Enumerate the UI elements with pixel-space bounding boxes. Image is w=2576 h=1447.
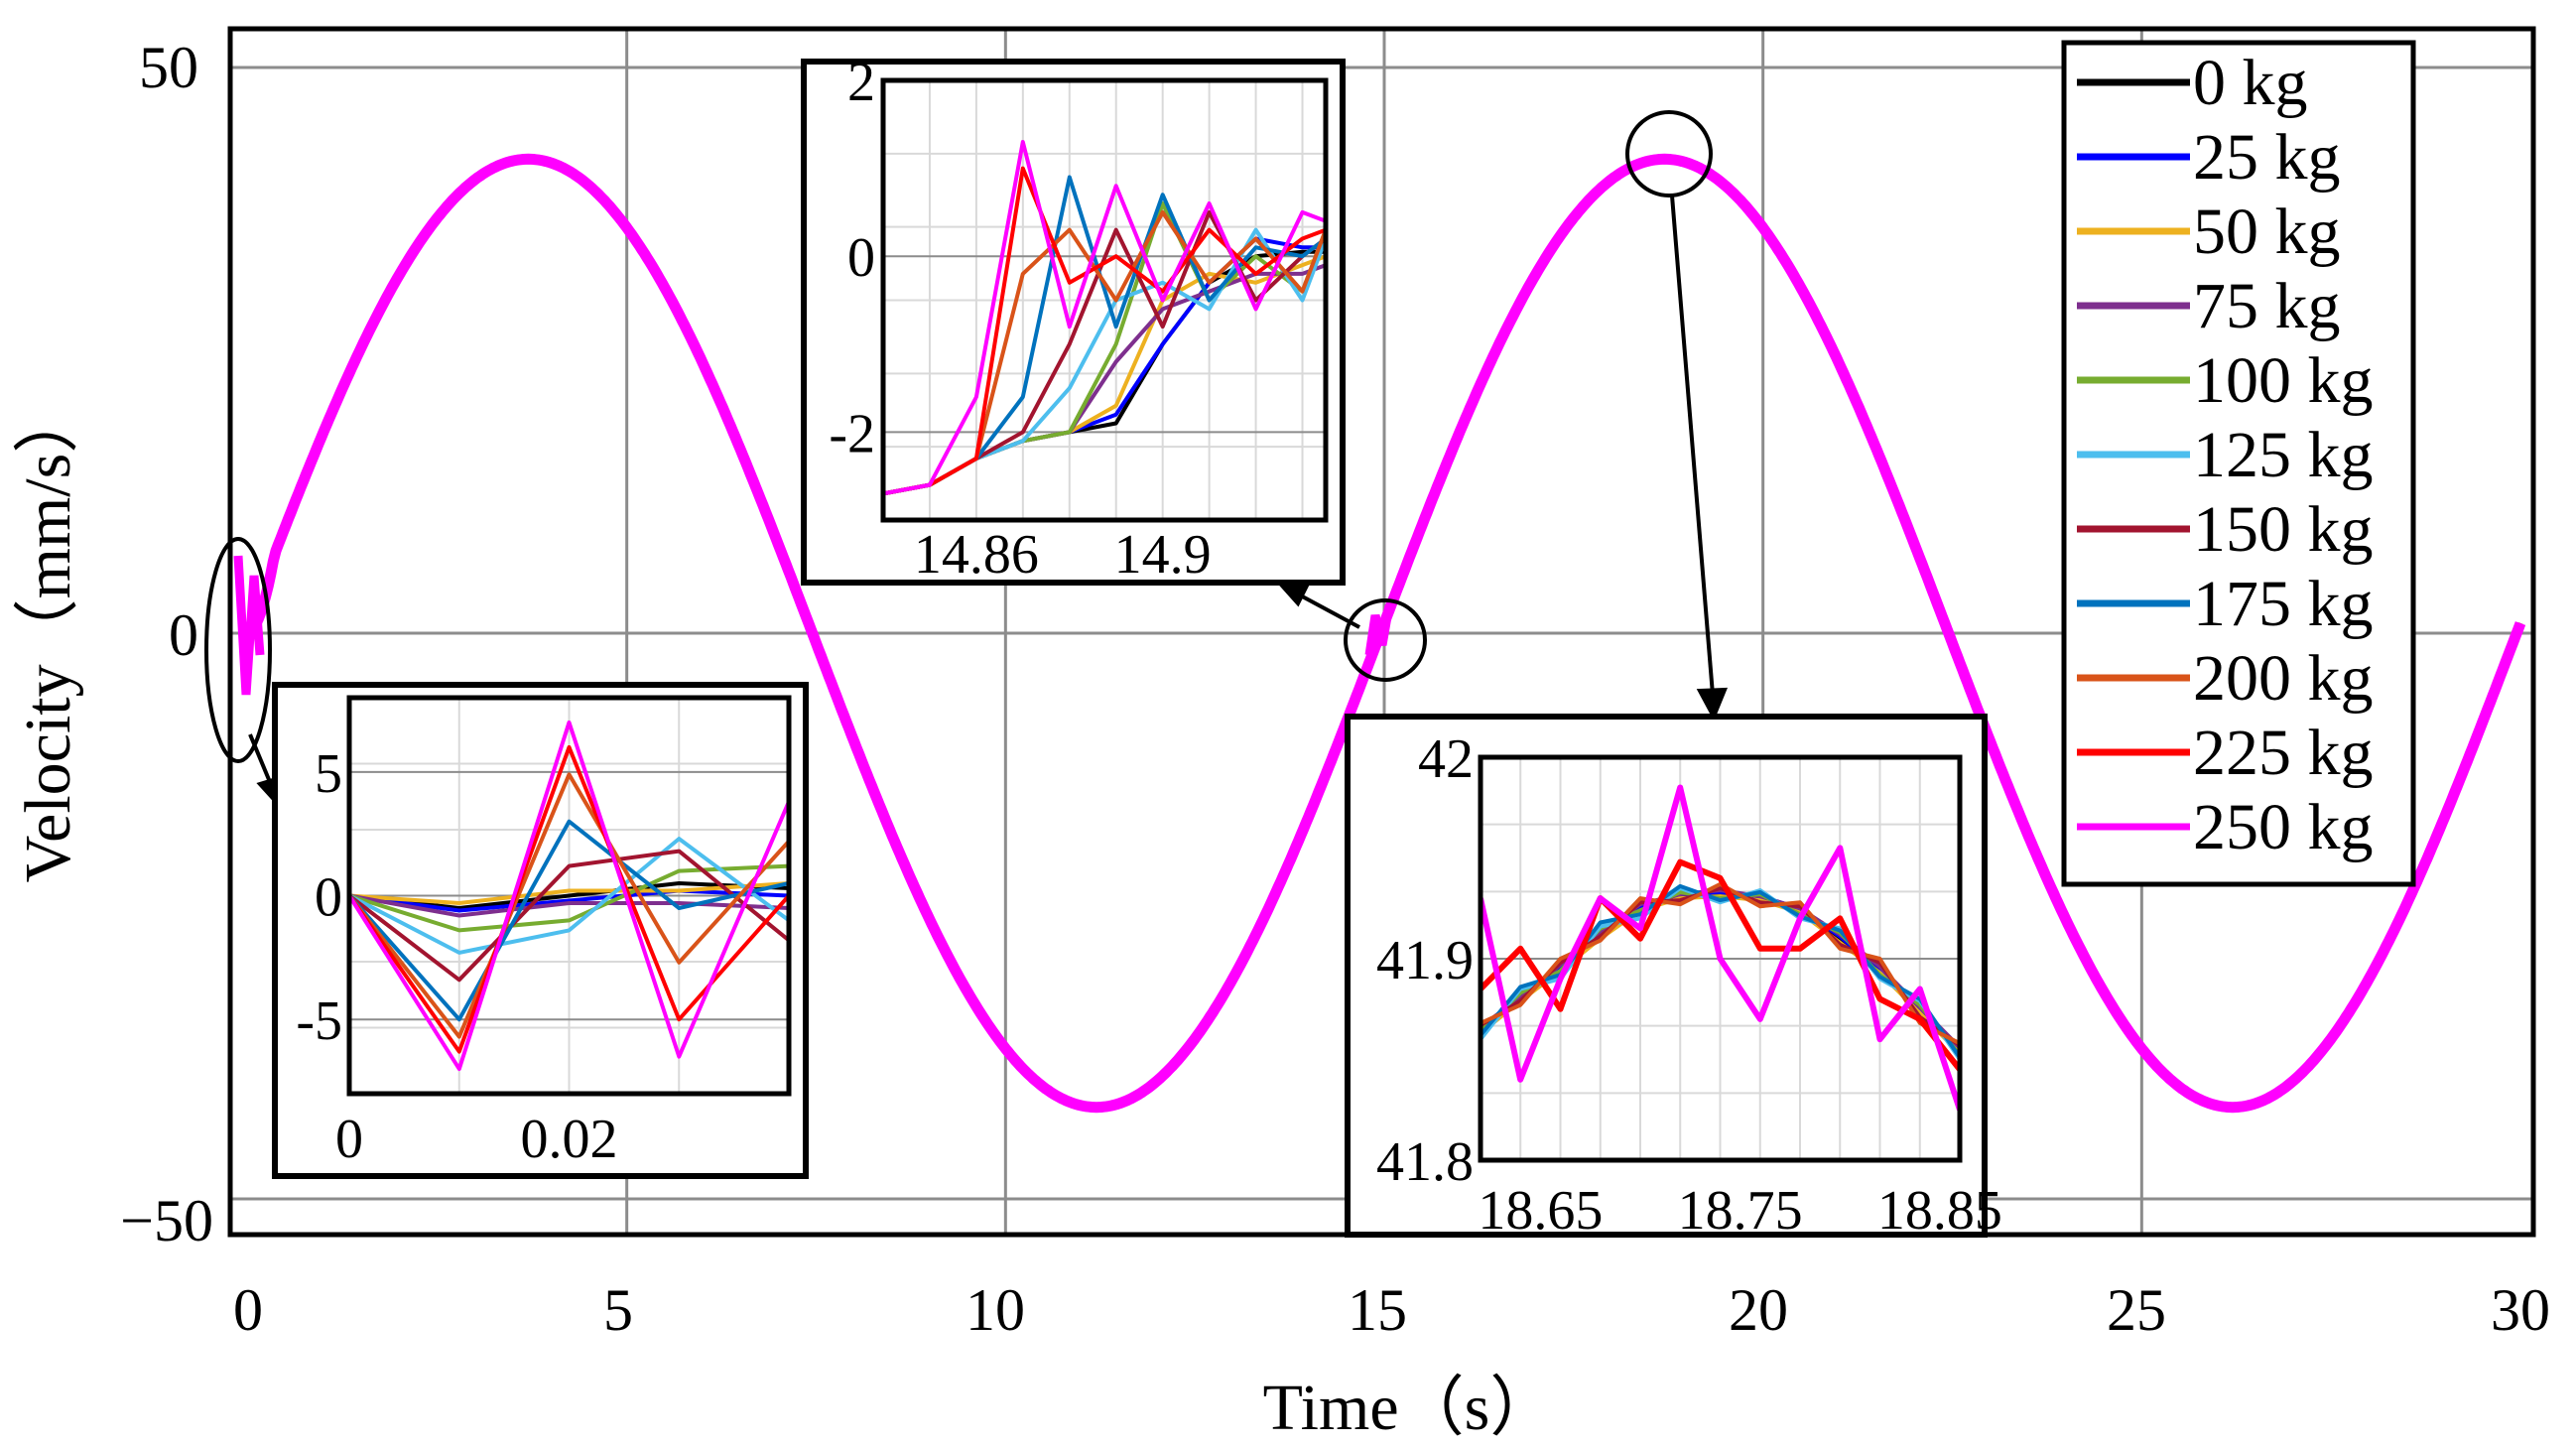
y-tick-label: 0 <box>169 602 198 668</box>
inset-x-tick-label: 14.86 <box>914 524 1039 586</box>
insets: 5 0 -5 0 0.02 2 0 -2 14.86 14.9 42 41.9 41.818.65 18.… <box>272 52 2002 1242</box>
inset-series-line <box>349 819 789 1022</box>
inset-series-line <box>349 881 789 905</box>
inset-series-line <box>349 744 789 1054</box>
callout-circle-zero-crossing <box>1344 598 1427 682</box>
inset-x-tick-label: 0 <box>335 1109 363 1170</box>
legend-entry: 50 kg <box>2193 196 2341 268</box>
inset-series-line <box>349 837 789 955</box>
inset-y-tick-label: 5 <box>315 743 342 805</box>
inset-y-tick-label: 42 <box>1418 728 1474 790</box>
legend-entry: 200 kg <box>2193 642 2374 715</box>
inset-zero-crossing: 2 0 -2 14.86 14.9 <box>801 52 1346 586</box>
inset-box <box>272 682 809 1179</box>
inset-series-line <box>349 849 789 983</box>
inset-series-line <box>349 888 789 913</box>
inset-x-tick-label: 18.85 <box>1877 1180 2002 1242</box>
inset-y-tick-label: 41.8 <box>1376 1131 1474 1193</box>
transient-spike-start <box>233 555 265 696</box>
inset-peak: 42 41.9 41.818.65 18.75 18.85 <box>1345 714 2002 1242</box>
inset-start: 5 0 -5 0 0.02 <box>272 682 809 1179</box>
inset-series <box>349 720 789 1072</box>
inset-series-line <box>883 166 1326 496</box>
callout-circle-peak <box>1625 110 1713 197</box>
callout-arrow-zero-crossing <box>1294 591 1360 629</box>
inset-series-line <box>1481 784 1960 1112</box>
main-series <box>233 153 2526 1114</box>
legend-entry: 75 kg <box>2193 270 2341 342</box>
legend-entry: 25 kg <box>2193 121 2341 194</box>
inset-x-tick-label: 18.65 <box>1478 1180 1603 1242</box>
legend-entry: 250 kg <box>2193 791 2374 863</box>
inset-y-tick-label: 2 <box>847 52 875 113</box>
inset-plot-frame <box>346 695 792 1097</box>
inset-box <box>801 59 1346 586</box>
legend-entry: 0 kg <box>2193 47 2308 119</box>
inset-series-line <box>349 720 789 1072</box>
inset-plot-frame <box>1478 754 1963 1163</box>
inset-y-tick-label: -5 <box>296 990 342 1052</box>
inset-y-tick-label: 41.9 <box>1376 930 1474 991</box>
inset-series-line <box>349 772 789 1039</box>
inset-x-tick-label: 0.02 <box>521 1109 618 1170</box>
inset-y-tick-label: 0 <box>847 227 875 289</box>
y-axis-label: Velocity（mm/s） <box>12 388 84 883</box>
x-tick-label: 10 <box>966 1277 1025 1343</box>
transient-spike-zero-crossing <box>1364 604 1394 656</box>
y-tick-label: −50 <box>120 1188 213 1253</box>
inset-y-tick-label: 0 <box>315 867 342 929</box>
x-tick-label: 20 <box>1729 1277 1788 1343</box>
callout-arrowhead-peak <box>1696 687 1729 722</box>
x-tick-label: 5 <box>603 1277 633 1343</box>
legend-entry: 150 kg <box>2193 493 2374 566</box>
legend-entry: 225 kg <box>2193 717 2374 789</box>
inset-series-line <box>1481 858 1960 1072</box>
inset-series-line <box>349 863 789 933</box>
inset-series-line <box>1481 885 1960 1047</box>
inset-y-tick-label: -2 <box>829 403 875 464</box>
inset-x-tick-label: 18.75 <box>1678 1180 1803 1242</box>
legend-entry: 125 kg <box>2193 419 2374 491</box>
inset-series <box>1481 784 1960 1112</box>
x-tick-label: 15 <box>1348 1277 1407 1343</box>
callout-arrow-peak <box>1670 195 1715 696</box>
x-tick-label: 30 <box>2491 1277 2550 1343</box>
main-y-ticks: 50 0 −50 <box>120 35 213 1253</box>
x-tick-label: 25 <box>2107 1277 2166 1343</box>
inset-series <box>883 140 1326 496</box>
inset-plot-frame <box>880 77 1329 523</box>
inset-series-line <box>883 140 1326 496</box>
legend-entry: 175 kg <box>2193 568 2374 640</box>
callout-circle-start <box>204 537 272 763</box>
y-tick-label: 50 <box>139 35 198 100</box>
inset-series-line <box>349 893 789 918</box>
inset-x-tick-label: 14.9 <box>1114 524 1212 586</box>
inset-series-line <box>1481 881 1960 1046</box>
legend-box <box>2061 40 2416 887</box>
x-tick-label: 0 <box>233 1277 263 1343</box>
legend-entry: 100 kg <box>2193 344 2374 417</box>
x-axis-label: Time（s） <box>1263 1372 1556 1444</box>
main-x-ticks: 0 5 10 15 20 25 30 <box>233 1277 2550 1343</box>
